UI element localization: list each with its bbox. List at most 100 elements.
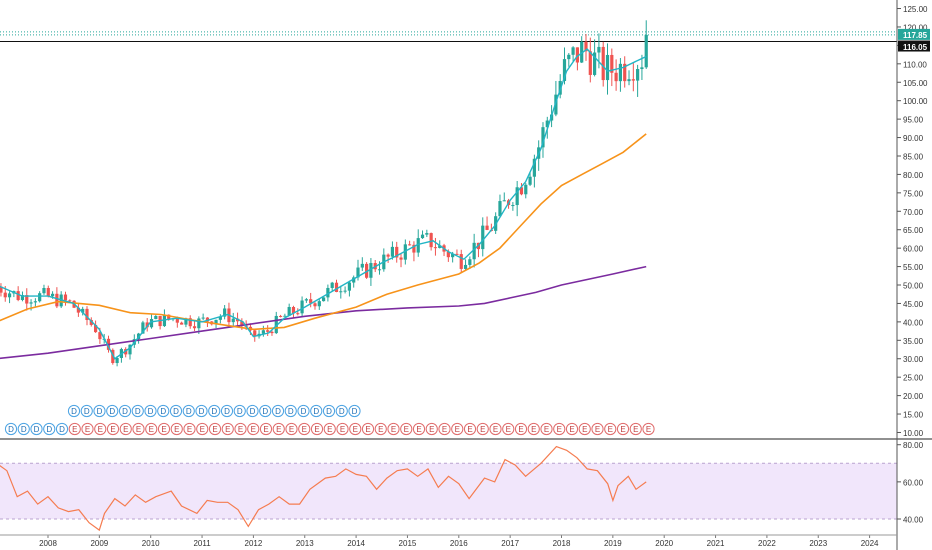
earnings-marker-label: E bbox=[187, 425, 192, 434]
candle-up bbox=[339, 291, 343, 293]
price-tag-label: 117.85 bbox=[903, 31, 928, 40]
price-tag-box bbox=[898, 28, 930, 40]
candle-up bbox=[390, 246, 395, 257]
candle-up bbox=[472, 242, 476, 260]
earnings-marker bbox=[629, 422, 642, 436]
earnings-marker bbox=[451, 422, 464, 436]
time-tick-label: 2023 bbox=[809, 539, 827, 548]
candle-down bbox=[76, 307, 80, 313]
candle-down bbox=[25, 295, 29, 304]
rsi-tick-label: 80.00 bbox=[903, 441, 924, 450]
rsi-pane[interactable] bbox=[0, 445, 897, 532]
earnings-marker bbox=[527, 422, 540, 436]
earnings-marker-label: E bbox=[72, 425, 77, 434]
candle-up bbox=[463, 264, 468, 269]
price-tick-label: 45.00 bbox=[903, 300, 924, 309]
earnings-marker-label: E bbox=[276, 425, 281, 434]
candle-up bbox=[356, 267, 360, 278]
candle-up bbox=[597, 46, 601, 53]
price-tick-label: 85.00 bbox=[903, 152, 924, 161]
price-pane[interactable] bbox=[0, 20, 897, 367]
candle-up bbox=[618, 63, 623, 82]
rsi-tick-label: 60.00 bbox=[903, 478, 924, 487]
time-tick-label: 2010 bbox=[142, 539, 160, 548]
earnings-marker bbox=[616, 422, 630, 436]
candle-down bbox=[631, 79, 635, 81]
candle-up bbox=[571, 47, 575, 55]
earnings-marker-label: E bbox=[149, 425, 154, 434]
candle-down bbox=[519, 187, 524, 195]
earnings-marker-label: E bbox=[429, 425, 434, 434]
price-tick-label: 15.00 bbox=[903, 411, 924, 420]
candle-down bbox=[334, 282, 339, 292]
dividend-marker-label: D bbox=[275, 407, 281, 416]
price-tick-label: 80.00 bbox=[903, 171, 924, 180]
candle-down bbox=[85, 308, 89, 320]
earnings-marker-label: E bbox=[455, 425, 460, 434]
candle-down bbox=[395, 246, 399, 258]
earnings-marker bbox=[553, 422, 566, 436]
candle-up bbox=[33, 301, 37, 303]
earnings-marker bbox=[412, 422, 426, 436]
dividend-marker-label: D bbox=[262, 407, 268, 416]
earnings-marker-label: E bbox=[569, 425, 574, 434]
earnings-marker bbox=[208, 422, 222, 436]
time-tick-label: 2013 bbox=[296, 539, 314, 548]
candle-up bbox=[511, 205, 515, 207]
price-tick-label: 95.00 bbox=[903, 116, 924, 125]
price-tick-label: 100.00 bbox=[903, 97, 928, 106]
candle-down bbox=[412, 244, 416, 253]
candle-up bbox=[377, 269, 382, 271]
earnings-marker-label: E bbox=[98, 425, 103, 434]
candle-up bbox=[627, 79, 631, 82]
candle-up bbox=[261, 330, 265, 334]
candle-up bbox=[223, 308, 227, 317]
earnings-marker bbox=[183, 422, 196, 436]
price-tick-label: 40.00 bbox=[903, 318, 924, 327]
earnings-marker-label: E bbox=[646, 425, 651, 434]
dividend-marker bbox=[17, 422, 30, 436]
candle-down bbox=[192, 326, 197, 329]
dividend-marker bbox=[284, 404, 297, 418]
dividend-marker-label: D bbox=[71, 407, 77, 416]
candle-down bbox=[89, 319, 93, 325]
price-axis[interactable]: 10.00 15.00 20.00 25.00 30.00 35.00 40.00 45.00… bbox=[896, 0, 928, 550]
dividend-marker bbox=[208, 404, 221, 418]
candle-up bbox=[326, 287, 330, 298]
time-tick-label: 2020 bbox=[655, 539, 673, 548]
earnings-marker-label: E bbox=[608, 425, 613, 434]
time-tick-label: 2015 bbox=[399, 539, 417, 548]
candle-down bbox=[485, 225, 489, 230]
earnings-marker bbox=[221, 422, 234, 436]
rsi-axis[interactable]: 40.00 60.00 80.00 bbox=[897, 441, 924, 525]
candle-up bbox=[360, 263, 364, 268]
time-tick-label: 2024 bbox=[861, 539, 879, 548]
earnings-marker bbox=[310, 422, 324, 436]
event-markers[interactable]: D D D D D D D D D D D D D D D D D D D D D D DD D D D D E E E E E E E E E E E E… bbox=[4, 404, 655, 436]
earnings-marker bbox=[94, 422, 107, 436]
dividend-marker bbox=[30, 422, 43, 436]
time-tick-label: 2008 bbox=[39, 539, 57, 548]
earnings-marker-label: E bbox=[225, 425, 230, 434]
candle-down bbox=[309, 299, 313, 304]
earnings-marker-label: E bbox=[416, 425, 421, 434]
price-tick-label: 125.00 bbox=[903, 5, 928, 14]
candle-up bbox=[300, 300, 304, 314]
dividend-marker-label: D bbox=[224, 407, 230, 416]
earnings-marker-label: E bbox=[212, 425, 217, 434]
earnings-marker bbox=[285, 422, 298, 436]
dividend-marker-label: D bbox=[199, 407, 205, 416]
dividend-marker bbox=[55, 422, 69, 436]
earnings-marker bbox=[247, 422, 260, 436]
candle-up bbox=[580, 41, 584, 63]
candle-down bbox=[167, 314, 171, 319]
time-axis[interactable]: 2008 2009 2010 2011 2012 2013 2014 2015 2016 2017… bbox=[0, 534, 897, 548]
candle-up bbox=[304, 299, 308, 301]
time-tick-label: 2012 bbox=[245, 539, 263, 548]
dividend-marker bbox=[233, 404, 246, 418]
rsi-band bbox=[0, 463, 897, 519]
candle-up bbox=[562, 59, 567, 81]
time-tick-label: 2009 bbox=[90, 539, 108, 548]
candle-up bbox=[425, 233, 429, 235]
